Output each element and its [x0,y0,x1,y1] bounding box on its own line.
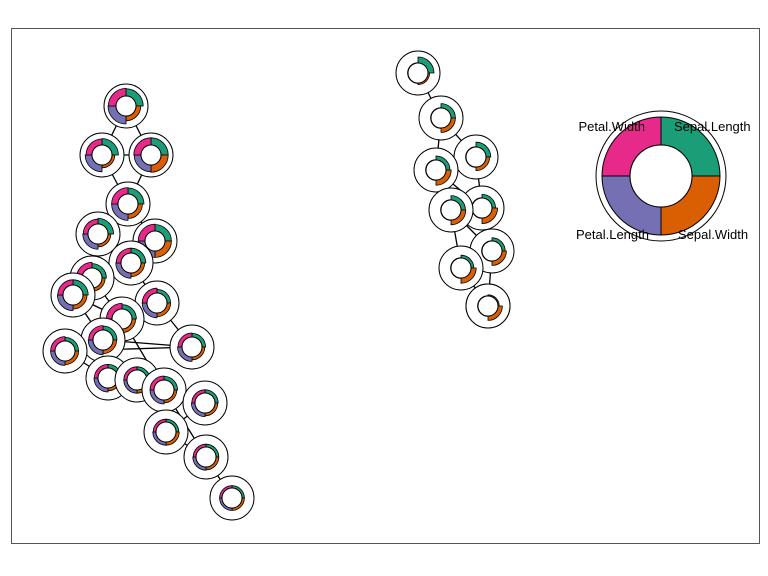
node-inner-hole [145,231,165,251]
node-inner-hole [154,380,174,400]
som-node [144,410,188,454]
som-node [466,284,510,328]
node-inner-hole [141,145,161,165]
node-inner-hole [116,96,136,116]
som-node [210,476,254,520]
node-inner-hole [195,393,215,413]
legend-label: Petal.Width [579,119,645,134]
node-inner-hole [478,296,498,316]
som-node [184,435,228,479]
som-node [43,329,87,373]
node-inner-hole [63,285,83,305]
som-node [104,84,148,128]
node-inner-hole [93,330,113,350]
som-node [396,51,440,95]
som-node [51,273,95,317]
node-inner-hole [182,337,202,357]
node-inner-hole [482,241,502,261]
node-inner-hole [466,147,486,167]
som-node [129,133,173,177]
node-inner-hole [441,200,461,220]
legend-inner-hole [630,145,692,207]
som-node [170,325,214,369]
node-inner-hole [426,160,446,180]
node-inner-hole [121,253,141,273]
node-inner-hole [451,258,471,278]
legend-label: Sepal.Width [678,227,748,242]
som-node [419,96,463,140]
node-inner-hole [147,293,167,313]
som-node [429,188,473,232]
som-node [109,241,153,285]
som-node [183,381,227,425]
node-inner-hole [408,63,428,83]
node-inner-hole [222,488,242,508]
som-node [81,318,125,362]
legend-label: Sepal.Length [674,119,751,134]
legend-label: Petal.Length [576,227,649,242]
som-node [439,246,483,290]
node-inner-hole [431,108,451,128]
som-node [142,368,186,412]
som-node [80,133,124,177]
som-node [454,135,498,179]
node-inner-hole [118,194,138,214]
node-inner-hole [472,198,492,218]
node-inner-hole [55,341,75,361]
node-inner-hole [196,447,216,467]
som-node [414,148,458,192]
node-inner-hole [88,224,108,244]
node-inner-hole [92,145,112,165]
node-inner-hole [156,422,176,442]
